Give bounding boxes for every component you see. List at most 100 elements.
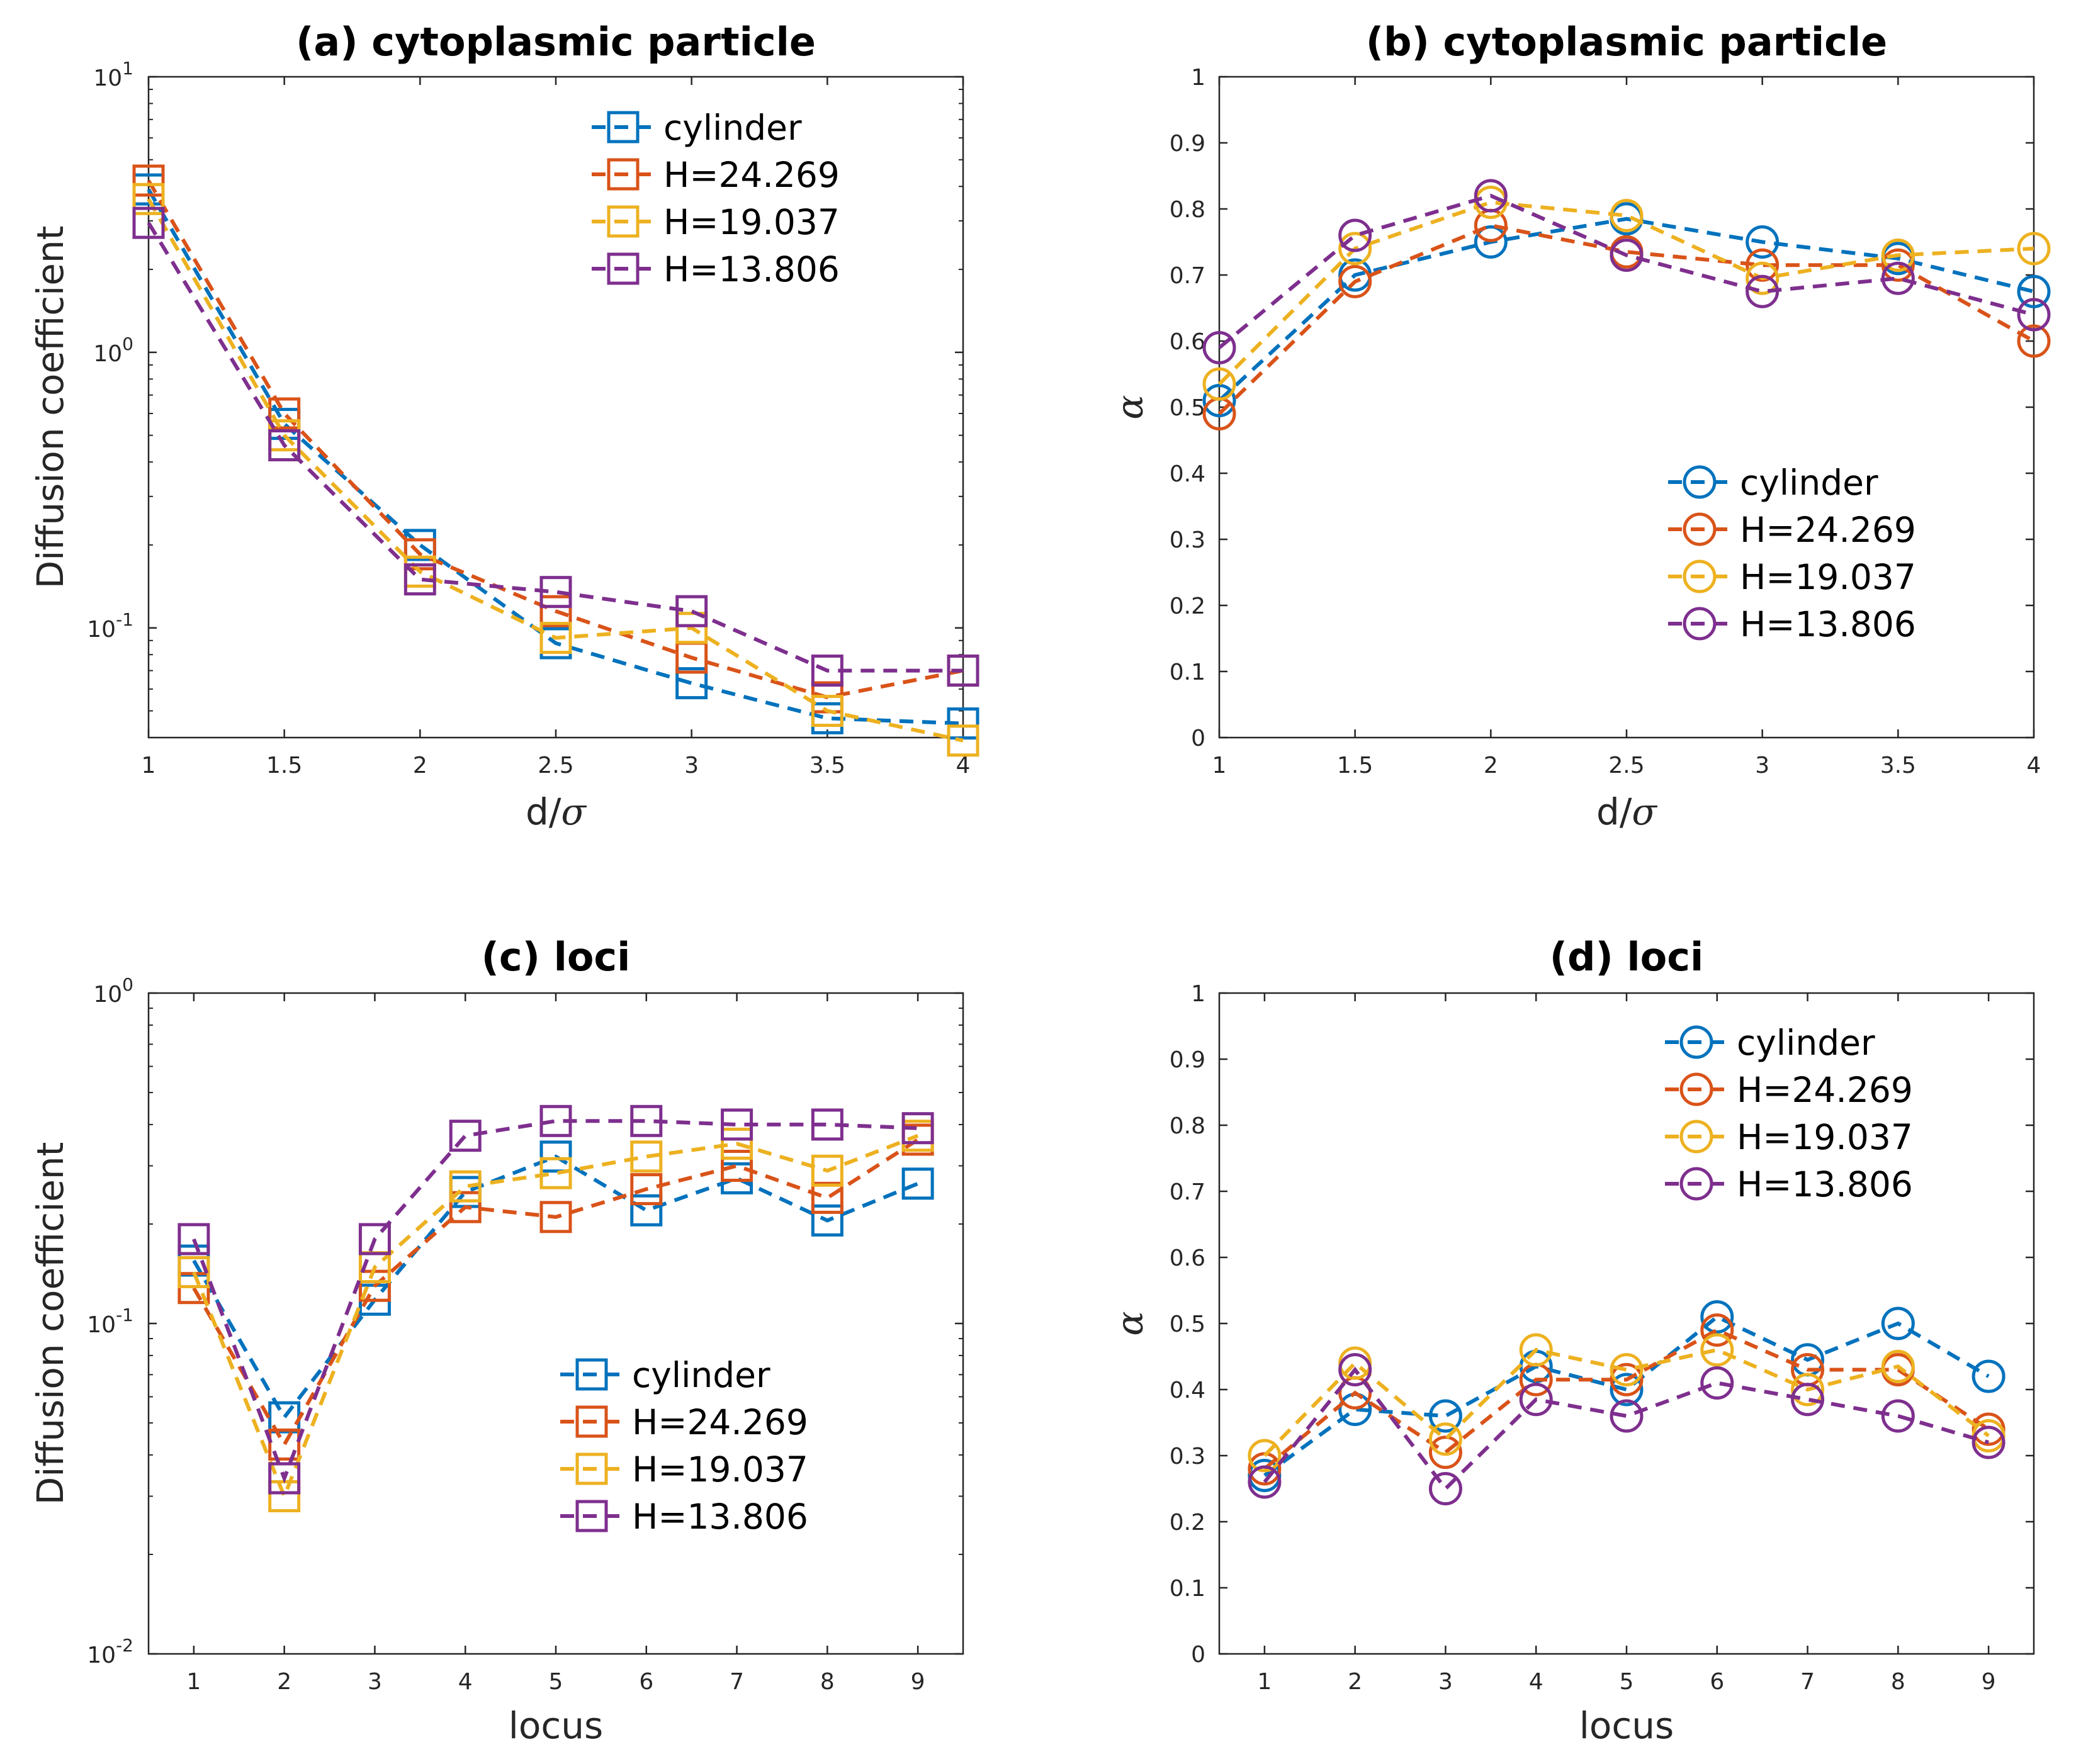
panel-c-point-h-24-269 <box>449 1191 482 1223</box>
panel-d-point-h-13-806 <box>1972 1425 2005 1459</box>
panel-d-series-line-cylinder <box>1263 1314 1990 1477</box>
panel-a-legend: cylinder H=24.269 H=19.037 H=13.806 <box>592 108 840 289</box>
panel-a-point-h-13-806 <box>132 206 165 239</box>
panel-d-point-h-19-037 <box>1700 1333 1734 1367</box>
panel-b-xlabel: d/σ <box>1596 790 1657 833</box>
panel-b-xtick-label: 1 <box>1212 753 1227 778</box>
panel-b-ytick-label: 0.3 <box>1170 527 1205 553</box>
panel-a-xtick-label: 3 <box>684 753 699 778</box>
panel-c-point-h-24-269 <box>721 1150 753 1183</box>
panel-a-point-h-19-037 <box>675 612 708 644</box>
panel-c-ylabel: Diffusion coefficient <box>29 1142 72 1505</box>
panel-b-ytick-label: 0.8 <box>1170 197 1205 223</box>
panel-c-point-h-13-806 <box>449 1120 482 1152</box>
panel-a-point-h-13-806 <box>539 576 572 609</box>
panel-b-title: (b) cytoplasmic particle <box>1366 19 1887 65</box>
panel-b-series-line-cylinder <box>1217 216 2034 402</box>
panel-d-point-h-13-806 <box>1881 1399 1915 1433</box>
panel-b-legend-marker-h-19-037 <box>1683 559 1717 593</box>
panel-b-xtick-label: 3.5 <box>1880 753 1916 778</box>
panel-c-legend-marker-cylinder <box>575 1358 608 1391</box>
panel-a-point-h-13-806 <box>675 595 708 627</box>
panel-d-legend-marker-h-13-806 <box>1679 1167 1713 1201</box>
panel-a-point-cylinder <box>947 707 979 740</box>
panel-b-ytick-label: 0.2 <box>1170 593 1205 619</box>
panel-c-xtick-label: 4 <box>458 1669 473 1695</box>
panel-b-point-h-19-037 <box>1338 232 1372 266</box>
panel-b-ytick-label: 0.5 <box>1170 395 1205 421</box>
panel-d-legend-label-h-13-806: H=13.806 <box>1737 1164 1913 1205</box>
panel-d-point-cylinder <box>1881 1306 1915 1340</box>
panel-d-xtick-label: 7 <box>1800 1669 1815 1695</box>
panel-b-xtick-label: 3 <box>1755 753 1769 778</box>
panel-d-ylabel: α <box>1109 1311 1151 1335</box>
panel-d-point-h-19-037 <box>1610 1353 1644 1386</box>
panel-d-xtick-label: 2 <box>1348 1669 1362 1695</box>
panel-c-xtick-label: 3 <box>368 1669 382 1695</box>
panel-a-xtick-label: 4 <box>956 753 971 778</box>
panel-a: 1 1.5 2 2.5 3 3.5 4 10-1 100 101 cylinder H=24.269 H… <box>29 19 979 833</box>
panel-d-point-h-19-037 <box>1428 1422 1462 1456</box>
panel-d-xtick-label: 6 <box>1710 1669 1724 1695</box>
panel-a-xtick-label: 2.5 <box>538 753 573 778</box>
panel-d-ytick-label: 0.7 <box>1170 1179 1205 1205</box>
panel-c-xtick-label: 5 <box>549 1669 563 1695</box>
panel-c-point-cylinder <box>539 1140 572 1173</box>
panel-b-xtick-label: 1.5 <box>1337 753 1373 778</box>
panel-b-legend-marker-cylinder <box>1683 465 1717 499</box>
panel-d-legend-marker-cylinder <box>1679 1025 1713 1059</box>
panel-c-legend-marker-h-24-269 <box>575 1405 608 1438</box>
panel-c-series-line-h-13-806 <box>192 1119 918 1484</box>
panel-d-xtick-label: 8 <box>1891 1669 1905 1695</box>
panel-b-point-h-13-806 <box>1474 179 1508 213</box>
panel-a-point-h-24-269 <box>539 595 572 627</box>
panel-a-legend-label-h-13-806: H=13.806 <box>663 249 840 289</box>
panel-b-point-h-19-037 <box>1610 199 1644 232</box>
panel-d: 1 2 3 4 5 6 7 8 9 0 0.1 0.2 0.3 0.4 0.5 0.6 0.7 0.8 0.9 1 cy… <box>1109 934 2035 1747</box>
panel-d-ytick-label: 0.2 <box>1170 1510 1205 1536</box>
panel-a-point-h-13-806 <box>268 429 301 462</box>
panel-c-xlabel: locus <box>509 1704 603 1747</box>
panel-a-xtick-label: 3.5 <box>810 753 845 778</box>
panel-a-xtick-label: 1 <box>142 753 156 778</box>
panel-c-title: (c) loci <box>482 934 631 980</box>
panel-d-point-h-13-806 <box>1610 1399 1644 1433</box>
panel-d-point-h-13-806 <box>1428 1472 1462 1505</box>
panel-d-point-h-13-806 <box>1700 1366 1734 1400</box>
panel-b-point-cylinder <box>1474 225 1508 259</box>
panel-b: 1 1.5 2 2.5 3 3.5 4 0 0.1 0.2 0.3 0.4 0.5 0.6 0.7 0.8 0.… <box>1109 19 2051 833</box>
panel-c-point-h-13-806 <box>811 1108 843 1141</box>
panel-d-point-h-24-269 <box>1428 1435 1462 1469</box>
panel-a-legend-marker-h-19-037 <box>607 205 640 238</box>
panel-c-point-h-19-037 <box>630 1140 663 1173</box>
panel-a-point-h-19-037 <box>539 622 572 654</box>
panel-b-legend-label-h-19-037: H=19.037 <box>1740 557 1916 597</box>
panel-b-point-h-19-037 <box>2017 232 2051 266</box>
panel-b-point-h-24-269 <box>1338 265 1372 298</box>
panel-c-series-line-h-24-269 <box>192 1138 919 1449</box>
panel-d-xlabel: locus <box>1579 1704 1674 1747</box>
panel-c-point-h-13-806 <box>721 1108 753 1141</box>
panel-a-point-h-24-269 <box>403 538 436 571</box>
panel-d-ytick-label: 0.4 <box>1170 1378 1205 1403</box>
panel-a-legend-marker-h-13-806 <box>607 252 640 285</box>
panel-c-point-h-13-806 <box>901 1112 934 1145</box>
panel-b-ytick-label: 0.6 <box>1170 329 1205 355</box>
panel-b-ytick-label: 0 <box>1191 726 1205 751</box>
panel-d-ytick-label: 0.9 <box>1170 1047 1205 1073</box>
panel-a-ytick-label: 101 <box>93 58 133 91</box>
panel-d-point-h-13-806 <box>1248 1465 1282 1499</box>
panel-b-xtick-label: 2.5 <box>1608 753 1644 778</box>
panel-a-xtick-label: 1.5 <box>266 753 302 778</box>
panel-d-point-cylinder <box>1610 1373 1644 1407</box>
panel-a-ytick-label: 100 <box>93 334 133 367</box>
panel-b-point-h-13-806 <box>1746 274 1780 308</box>
panel-d-point-cylinder <box>1428 1399 1462 1433</box>
panel-d-ytick-label: 1 <box>1191 981 1205 1007</box>
panel-b-axes-frame <box>1218 76 2035 739</box>
panel-c-point-cylinder <box>630 1194 663 1227</box>
panel-a-series-line-cylinder <box>147 188 964 726</box>
panel-d-series-line-h-19-037 <box>1263 1347 1990 1458</box>
panel-b-ylabel: α <box>1109 395 1151 419</box>
panel-b-series-line-h-19-037 <box>1217 200 2034 386</box>
